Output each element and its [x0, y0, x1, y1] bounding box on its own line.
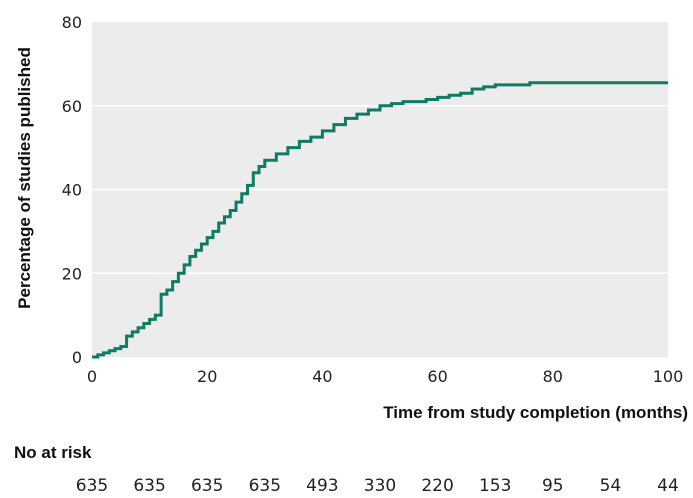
risk-count-90: 54: [600, 476, 622, 496]
y-tick-0: 0: [72, 348, 82, 367]
x-tick-0: 0: [87, 367, 97, 386]
risk-table-counts: 635 635 635 635 493 330 220 153 95 54 44: [76, 476, 679, 496]
y-axis-label: Percentage of studies published: [15, 47, 34, 309]
risk-count-10: 635: [133, 476, 165, 496]
y-tick-40: 40: [62, 181, 82, 200]
risk-count-100: 44: [657, 476, 679, 496]
y-tick-60: 60: [62, 97, 82, 116]
risk-count-60: 220: [421, 476, 453, 496]
risk-count-0: 635: [76, 476, 108, 496]
x-tick-60: 60: [427, 367, 447, 386]
x-tick-labels: 0 20 40 60 80 100: [87, 367, 683, 386]
x-tick-20: 20: [197, 367, 217, 386]
risk-count-40: 493: [306, 476, 338, 496]
x-axis-label: Time from study completion (months): [383, 403, 688, 422]
x-tick-40: 40: [312, 367, 332, 386]
risk-count-30: 635: [249, 476, 281, 496]
x-tick-80: 80: [543, 367, 563, 386]
y-tick-20: 20: [62, 264, 82, 283]
risk-count-50: 330: [364, 476, 396, 496]
risk-count-70: 153: [479, 476, 511, 496]
y-tick-80: 80: [62, 13, 82, 32]
risk-count-20: 635: [191, 476, 223, 496]
y-tick-labels: 0 20 40 60 80: [62, 13, 82, 367]
survival-curve: [92, 81, 668, 359]
risk-table-title: No at risk: [14, 443, 92, 462]
risk-count-80: 95: [542, 476, 564, 496]
x-tick-100: 100: [653, 367, 684, 386]
